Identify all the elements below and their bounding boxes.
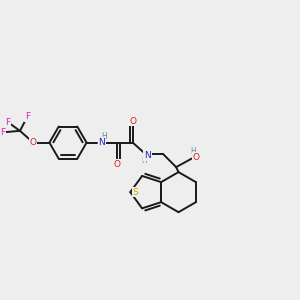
Text: O: O xyxy=(192,153,200,162)
Text: H: H xyxy=(141,156,147,165)
Text: O: O xyxy=(113,160,120,169)
Text: F: F xyxy=(0,128,5,137)
Text: H: H xyxy=(101,132,106,141)
Text: F: F xyxy=(5,118,10,127)
Text: H: H xyxy=(190,147,196,156)
Text: O: O xyxy=(30,138,37,147)
Text: F: F xyxy=(25,112,30,121)
Text: N: N xyxy=(98,138,105,147)
Text: O: O xyxy=(129,117,136,126)
Text: S: S xyxy=(133,188,139,196)
Text: N: N xyxy=(144,151,151,160)
